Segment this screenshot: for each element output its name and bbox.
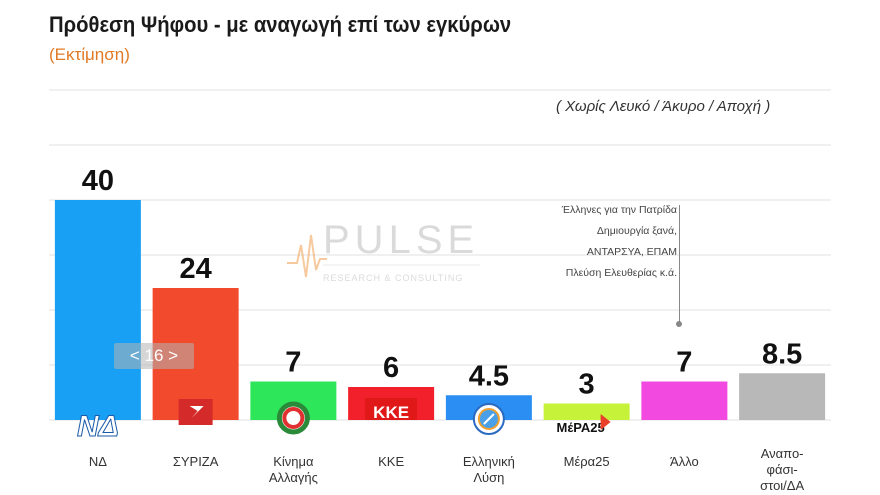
value-label: 6: [383, 352, 399, 384]
value-label: 8.5: [762, 338, 802, 370]
party-logo: [472, 403, 505, 435]
annotation-line: ΑΝΤΑΡΣΥΑ, ΕΠΑΜ: [586, 246, 677, 258]
bar: [739, 373, 826, 420]
svg-text:ΚΚΕ: ΚΚΕ: [373, 403, 409, 422]
watermark-name: PULSE: [323, 218, 479, 262]
category-label: ΝΔ: [89, 454, 107, 469]
party-logo: ΝΔ: [76, 410, 119, 444]
category-label: ΚΚΕ: [378, 454, 404, 469]
party-logo: ΚΚΕ: [365, 398, 418, 422]
pulse-watermark: PULSE RESEARCH & CONSULTING: [287, 218, 480, 283]
category-label: Μέρα25: [564, 454, 610, 469]
svg-text:ΝΔ: ΝΔ: [77, 410, 119, 443]
party-logo: [276, 401, 310, 435]
bar: [543, 403, 630, 420]
svg-text:ΜέΡΑ25: ΜέΡΑ25: [557, 420, 605, 435]
category-label: ΣΥΡΙΖΑ: [173, 454, 219, 469]
annotation-connector: [679, 205, 680, 325]
value-label: 7: [285, 347, 301, 379]
party-logo: [178, 399, 213, 425]
bar: [641, 381, 728, 420]
other-parties-annotation: Έλληνες για την Πατρίδα Δημιουργία ξανά,…: [505, 200, 677, 284]
annotation-line: Δημιουργία ξανά,: [596, 225, 677, 237]
category-label: Κίνημα Αλλαγής: [269, 454, 318, 485]
annotation-line: Έλληνες για την Πατρίδα: [561, 204, 677, 216]
annotation-dot: [676, 321, 682, 327]
party-logo: ΜέΡΑ25: [557, 414, 611, 435]
value-label: 7: [676, 347, 692, 379]
chart-note: ( Χωρίς Λευκό / Άκυρο / Αποχή ): [556, 98, 771, 115]
category-label: Αναπο-φάσι-στοι/ΔΑ: [760, 446, 804, 493]
value-label: 40: [82, 165, 114, 197]
chart-title: Πρόθεση Ψήφου - με αναγωγή επί των εγκύρ…: [49, 12, 512, 37]
value-label: 3: [579, 369, 595, 401]
page-indicator[interactable]: < 16 >: [114, 343, 194, 369]
value-label: 24: [179, 253, 211, 285]
category-label: Άλλο: [670, 454, 699, 469]
watermark-sub: RESEARCH & CONSULTING: [323, 273, 463, 283]
annotation-line: Πλεύση Ελευθερίας κ.ά.: [565, 267, 677, 279]
chart-subtitle: (Εκτίμηση): [49, 45, 130, 64]
value-label: 4.5: [469, 360, 509, 392]
category-label: Ελληνική Λύση: [463, 454, 515, 485]
bar: [54, 200, 141, 420]
